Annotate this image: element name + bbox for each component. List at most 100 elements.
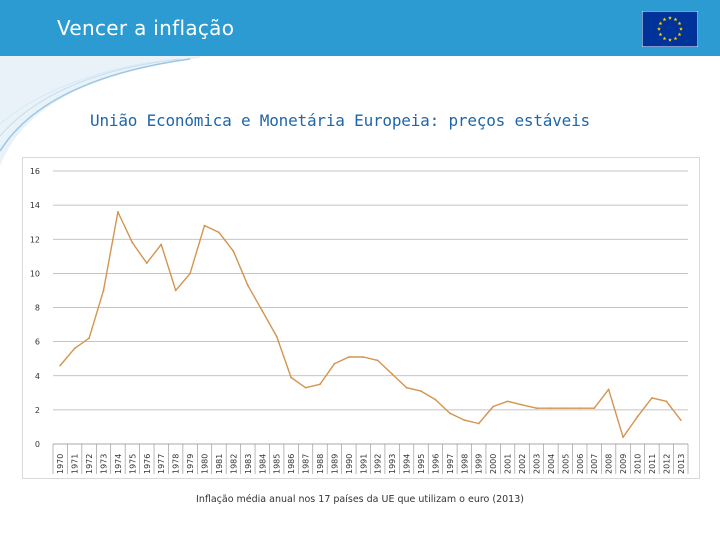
header-bar: Vencer a inflação [0, 0, 720, 56]
data-point [434, 398, 437, 401]
data-point [290, 376, 293, 379]
x-tick-label: 2008 [605, 454, 614, 474]
data-point [246, 284, 249, 287]
x-tick-label: 1971 [71, 454, 80, 474]
x-tick-label: 2003 [532, 454, 541, 474]
data-point [102, 289, 105, 292]
data-point [405, 386, 408, 389]
data-point [304, 386, 307, 389]
x-tick-label: 1980 [201, 454, 210, 474]
x-tick-label: 1992 [374, 454, 383, 474]
y-tick-label: 16 [30, 167, 40, 176]
data-point [232, 250, 235, 253]
data-point [651, 397, 653, 399]
x-tick-label: 1972 [85, 454, 94, 474]
series-layer [59, 211, 682, 439]
x-axis-ticks: 1970 1971 1972 1973 1974 1975 1976 1977 1978 1979… [56, 454, 686, 474]
flag-star-icon [662, 17, 667, 22]
chart-caption: Inflação média anual nos 17 países da UE… [196, 494, 524, 505]
x-tick-label: 1991 [359, 454, 368, 474]
y-tick-label: 8 [35, 304, 40, 313]
data-point [564, 407, 567, 410]
x-tick-label: 2011 [648, 454, 657, 474]
data-point [376, 359, 379, 362]
flag-star-icon [658, 21, 663, 26]
data-point [506, 400, 509, 403]
x-tick-label: 1984 [258, 454, 267, 474]
decorative-swoosh [0, 56, 200, 166]
x-tick-label: 1987 [302, 454, 311, 474]
y-tick-label: 14 [30, 201, 40, 210]
x-tick-label: 1977 [157, 454, 166, 474]
data-point [275, 335, 278, 338]
eu-flag-stars [657, 16, 683, 42]
data-point [189, 272, 192, 275]
x-tick-label: 2013 [677, 454, 686, 474]
x-tick-label: 1993 [388, 454, 397, 474]
x-tick-label: 2000 [489, 454, 498, 474]
y-tick-label: 0 [35, 440, 40, 449]
x-tick-label: 2012 [662, 454, 671, 474]
data-point [492, 405, 495, 408]
x-tick-label: 1990 [345, 454, 354, 474]
x-tick-label: 1998 [460, 454, 469, 474]
data-point [463, 419, 466, 422]
flag-star-icon [673, 36, 678, 41]
x-tick-label: 1988 [316, 454, 325, 474]
x-tick-label: 1994 [403, 454, 412, 474]
data-point [160, 243, 163, 246]
x-tick-label: 1985 [273, 454, 282, 474]
data-point [261, 310, 264, 312]
series-line-inflação [59, 211, 682, 438]
x-tick-label: 2001 [504, 454, 513, 474]
x-tick-label: 1983 [244, 454, 253, 474]
flag-star-icon [679, 27, 683, 31]
y-axis-ticks: 0 2 4 6 8 10 12 14 16 [30, 167, 40, 449]
y-tick-label: 6 [35, 338, 40, 347]
data-point [622, 436, 624, 439]
data-point [59, 364, 62, 367]
data-point [203, 224, 206, 227]
chart-frame [22, 157, 700, 479]
data-point [362, 356, 365, 358]
flag-star-icon [668, 16, 672, 20]
x-tick-label: 1986 [287, 454, 296, 474]
y-tick-label: 10 [30, 269, 40, 278]
x-tick-label: 1999 [475, 454, 484, 474]
data-point [679, 419, 682, 422]
x-tick-label: 1974 [114, 454, 123, 474]
flag-star-icon [658, 32, 663, 37]
x-tick-label: 1982 [229, 454, 238, 474]
data-point [521, 403, 523, 406]
x-tick-label: 2010 [633, 454, 642, 474]
data-point [578, 407, 581, 410]
x-tick-label: 2006 [576, 454, 585, 474]
x-tick-label: 2004 [547, 454, 556, 474]
flag-star-icon [677, 21, 682, 26]
y-tick-label: 2 [35, 406, 40, 415]
x-tick-label: 1996 [431, 454, 440, 474]
chart-subtitle: União Económica e Monetária Europeia: pr… [90, 111, 590, 130]
data-point [131, 241, 134, 244]
data-point [73, 347, 76, 350]
data-point [420, 390, 422, 393]
x-tick-label: 2002 [518, 454, 527, 474]
data-point [593, 407, 596, 410]
x-tick-label: 2009 [619, 454, 628, 474]
data-point [174, 289, 177, 292]
x-tick-label: 1970 [56, 454, 65, 474]
x-tick-label: 1997 [446, 454, 455, 474]
data-point [607, 388, 610, 391]
data-point [347, 356, 350, 358]
data-point [636, 415, 639, 418]
x-tick-label: 1995 [417, 454, 426, 474]
flag-star-icon [662, 36, 667, 41]
x-tick-label: 2005 [561, 454, 570, 474]
x-tick-label: 1978 [172, 454, 181, 474]
data-point [88, 337, 90, 340]
data-point [535, 407, 538, 410]
x-tick-label: 1976 [143, 454, 152, 474]
data-point [391, 373, 394, 375]
y-tick-label: 12 [30, 235, 40, 244]
